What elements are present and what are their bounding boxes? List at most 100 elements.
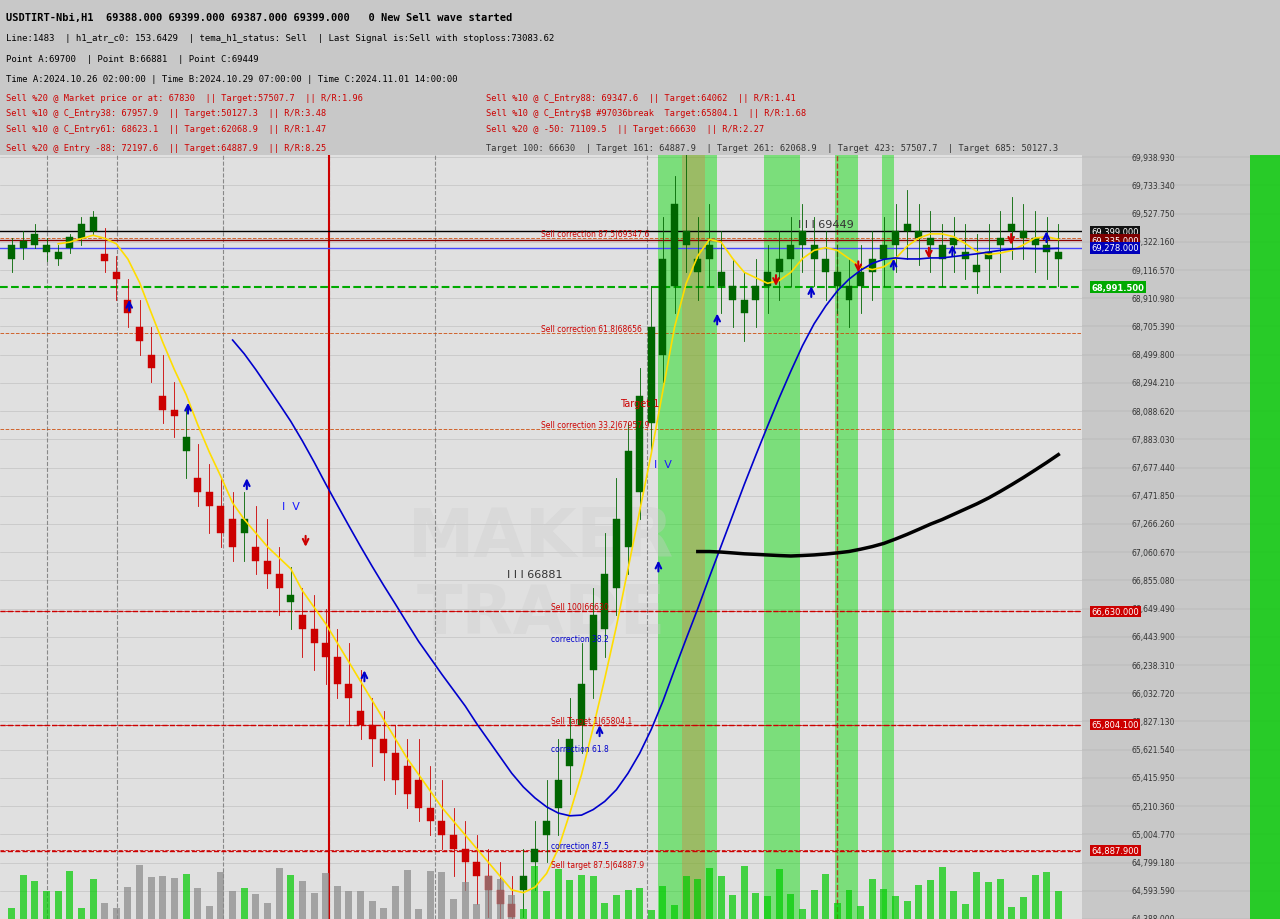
Bar [392, 886, 399, 919]
Bar [753, 892, 759, 919]
Bar [264, 903, 271, 919]
Text: 66,630.000: 66,630.000 [1092, 607, 1139, 616]
Bar [904, 902, 910, 919]
Bar [1251, 156, 1280, 919]
Bar [986, 253, 992, 259]
Bar [730, 287, 736, 301]
Bar [275, 868, 283, 919]
Bar [613, 520, 620, 588]
Bar [403, 869, 411, 919]
Text: 69,322.160: 69,322.160 [1132, 238, 1175, 247]
Bar [694, 879, 701, 919]
Text: 65,210.360: 65,210.360 [1132, 801, 1175, 811]
Bar [554, 869, 562, 919]
Bar [497, 890, 503, 903]
Text: 68,499.800: 68,499.800 [1132, 351, 1175, 360]
Bar [554, 780, 562, 808]
Bar [323, 643, 329, 657]
Bar [799, 909, 806, 919]
Text: Sell 100|66630: Sell 100|66630 [552, 603, 609, 612]
Text: I I I 69449: I I I 69449 [797, 221, 854, 230]
Bar [113, 908, 120, 919]
Text: 67,471.850: 67,471.850 [1132, 492, 1175, 501]
Bar [520, 909, 527, 919]
Bar [508, 895, 516, 919]
Text: 64,799.180: 64,799.180 [1132, 858, 1175, 868]
Bar [8, 908, 15, 919]
Bar [426, 808, 434, 822]
Text: 66,855.080: 66,855.080 [1132, 576, 1175, 585]
Text: Target 100: 66630  | Target 161: 64887.9  | Target 261: 62068.9  | Target 423: 5: Target 100: 66630 | Target 161: 64887.9 … [486, 143, 1059, 153]
Text: I  V: I V [282, 501, 300, 511]
Bar [1043, 245, 1050, 253]
Bar [1009, 907, 1015, 919]
Text: 68,910.980: 68,910.980 [1132, 294, 1175, 303]
Bar [101, 902, 109, 919]
Text: 69,938.930: 69,938.930 [1132, 153, 1175, 163]
Bar [183, 437, 189, 451]
Bar [241, 520, 248, 534]
Bar [124, 887, 132, 919]
Bar [439, 822, 445, 835]
Bar [707, 245, 713, 259]
Bar [19, 875, 27, 919]
Bar [508, 903, 516, 917]
Bar [810, 890, 818, 919]
Bar [113, 273, 120, 280]
Bar [636, 889, 643, 919]
Bar [1055, 891, 1062, 919]
Bar [974, 872, 980, 919]
Bar [531, 866, 539, 919]
Bar [159, 396, 166, 410]
Text: Sell %10 @ C_Entry38: 67957.9  || Target:50127.3  || R/R:3.48: Sell %10 @ C_Entry38: 67957.9 || Target:… [6, 109, 326, 119]
Text: Line:1483  | h1_atr_c0: 153.6429  | tema_h1_status: Sell  | Last Signal is:Sell : Line:1483 | h1_atr_c0: 153.6429 | tema_h… [6, 34, 554, 43]
Text: 67,883.030: 67,883.030 [1132, 436, 1175, 445]
Bar [822, 259, 829, 273]
Bar [858, 273, 864, 287]
Bar [44, 245, 50, 253]
Bar [950, 239, 957, 245]
Bar [392, 753, 399, 780]
Bar [833, 273, 841, 287]
Bar [892, 232, 899, 245]
Bar [241, 888, 248, 919]
Bar [415, 780, 422, 808]
Bar [938, 867, 946, 919]
Bar [8, 245, 15, 259]
Bar [659, 886, 667, 919]
Bar [787, 894, 795, 919]
Bar [602, 902, 608, 919]
Bar [67, 237, 73, 248]
Bar [882, 156, 893, 919]
Text: 65,004.770: 65,004.770 [1132, 830, 1175, 839]
Bar [451, 835, 457, 849]
Bar [474, 863, 480, 876]
Bar [403, 766, 411, 794]
Text: USDTIRT-Nbi,H1  69388.000 69399.000 69387.000 69399.000   0 New Sell wave starte: USDTIRT-Nbi,H1 69388.000 69399.000 69387… [6, 13, 513, 22]
Bar [636, 396, 643, 493]
Bar [497, 879, 503, 919]
Text: 69,527.750: 69,527.750 [1132, 210, 1175, 219]
Bar [485, 876, 492, 919]
Bar [252, 894, 260, 919]
Bar [787, 245, 795, 259]
Bar [264, 561, 271, 574]
Bar [1020, 232, 1027, 239]
Text: 69,116.570: 69,116.570 [1132, 267, 1175, 276]
Bar [671, 205, 678, 287]
Bar [846, 890, 852, 919]
Bar [776, 259, 782, 273]
Bar [287, 875, 294, 919]
Bar [543, 891, 550, 919]
Bar [426, 871, 434, 919]
Bar [172, 410, 178, 417]
Bar [415, 909, 422, 919]
Bar [753, 287, 759, 301]
Bar [671, 904, 678, 919]
Bar [229, 520, 236, 547]
Bar [474, 904, 480, 919]
Bar [159, 876, 166, 919]
Bar [55, 891, 61, 919]
Bar [869, 259, 876, 273]
Bar [380, 908, 388, 919]
